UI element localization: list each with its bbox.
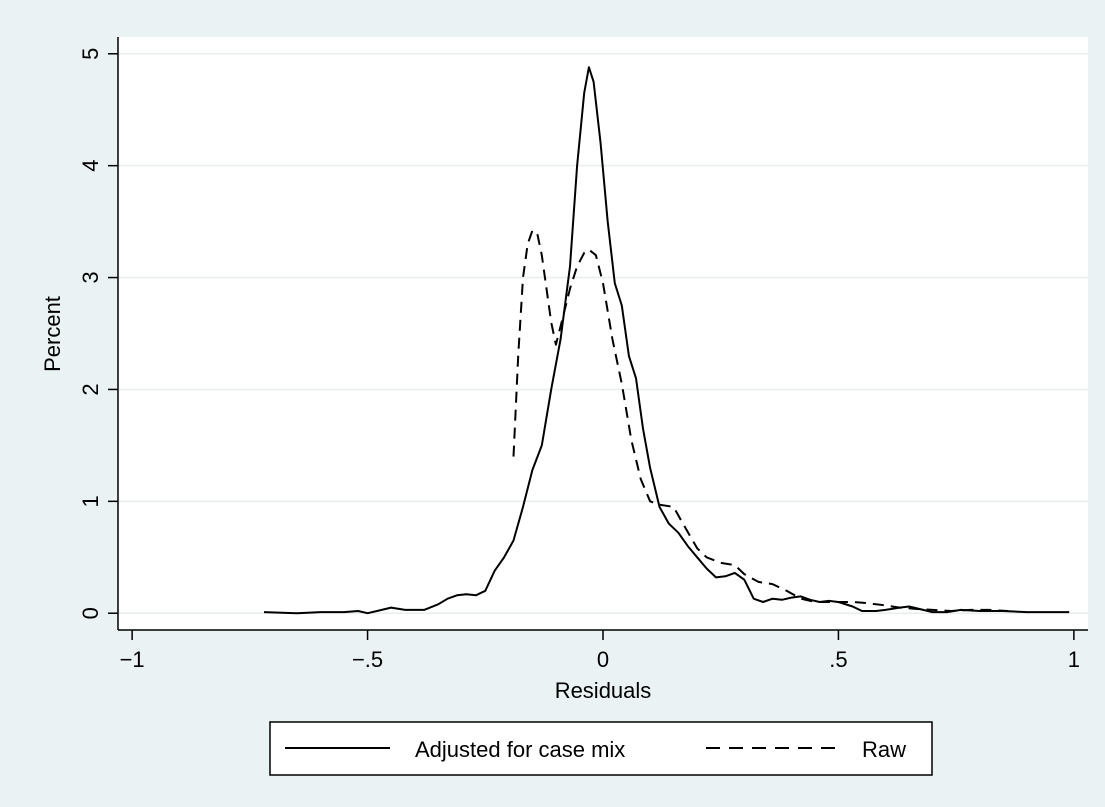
x-tick-label: −1: [120, 647, 145, 672]
x-tick-label: 0: [597, 647, 609, 672]
x-tick-label: 1: [1068, 647, 1080, 672]
x-axis-title: Residuals: [555, 678, 652, 703]
legend-label-raw: Raw: [862, 737, 906, 762]
y-axis-title: Percent: [40, 296, 65, 372]
series-line-adjusted: [263, 66, 1070, 615]
plot-area: [118, 37, 1088, 630]
x-tick-label: −.5: [352, 647, 383, 672]
y-tick-label: 0: [78, 607, 103, 619]
x-tick-label: .5: [829, 647, 847, 672]
y-tick-label: 1: [78, 495, 103, 507]
ticks: 0 1 2 3 4 5 −1 −.5 0 .5 1: [78, 48, 1080, 672]
legend: Adjusted for case mix Raw: [269, 721, 933, 776]
y-tick-label: 2: [78, 383, 103, 395]
series-line-raw: [512, 229, 1009, 612]
series-layer: [263, 66, 1070, 615]
y-tick-label: 4: [78, 160, 103, 172]
y-tick-label: 3: [78, 271, 103, 283]
y-tick-label: 5: [78, 48, 103, 60]
legend-label-adjusted: Adjusted for case mix: [415, 737, 625, 762]
